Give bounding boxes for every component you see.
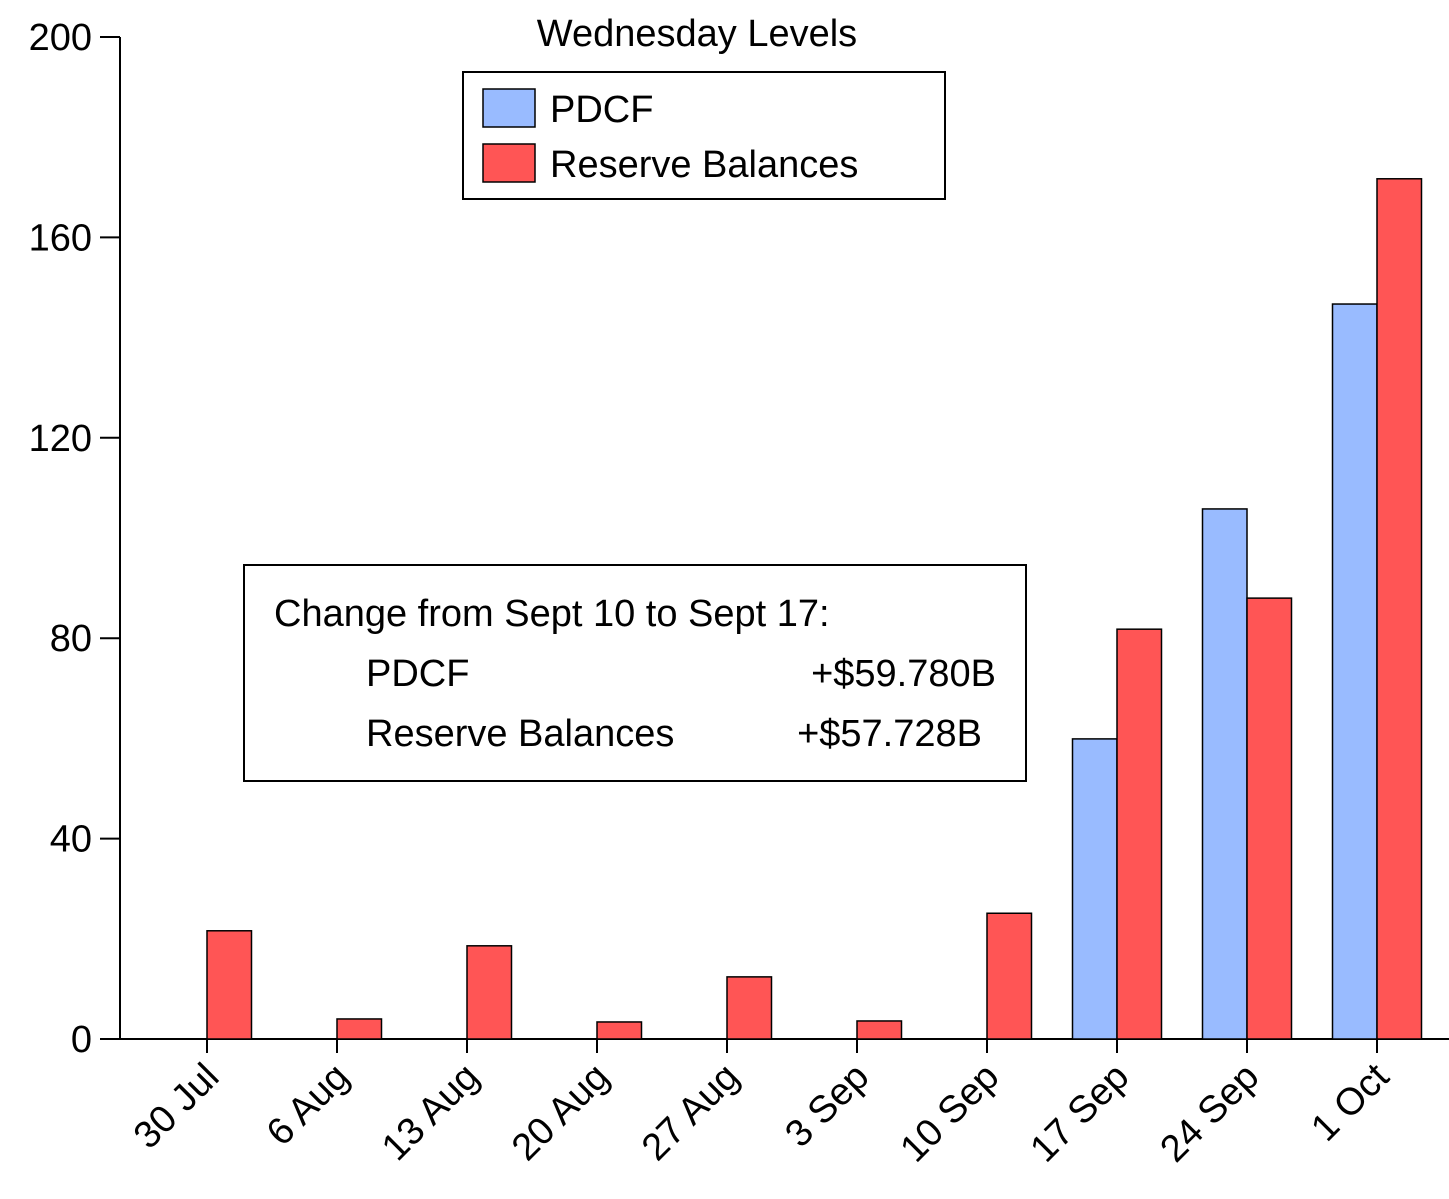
annotation-value: +$57.728B (797, 713, 982, 755)
x-tick-label: 27 Aug (634, 1056, 747, 1169)
x-tick-label: 1 Oct (1303, 1055, 1397, 1149)
y-tick-label: 40 (50, 819, 92, 861)
annotation-value: +$59.780B (811, 653, 996, 695)
y-tick-label: 80 (50, 618, 92, 660)
annotation-title: Change from Sept 10 to Sept 17: (274, 593, 830, 635)
bar (1201, 508, 1248, 1040)
bar (596, 1021, 643, 1040)
legend-swatch (482, 143, 536, 183)
bar (466, 945, 513, 1040)
bar (1071, 738, 1118, 1040)
bar (336, 1018, 383, 1040)
bar (986, 912, 1033, 1040)
bar (1246, 597, 1293, 1040)
annotation-box (243, 564, 1027, 782)
y-tick-label: 160 (29, 217, 92, 259)
bar (206, 930, 253, 1040)
x-tick-label: 24 Sep (1152, 1056, 1267, 1171)
annotation-label: Reserve Balances (366, 713, 674, 755)
chart-title: Wednesday Levels (537, 13, 857, 55)
legend-box (462, 71, 946, 200)
bar (726, 976, 773, 1040)
y-tick-label: 0 (71, 1019, 92, 1061)
x-tick-label: 10 Sep (892, 1056, 1007, 1171)
y-tick-label: 120 (29, 418, 92, 460)
x-tick-label: 3 Sep (777, 1056, 877, 1156)
bar (1376, 178, 1423, 1040)
x-tick-label: 30 Jul (126, 1056, 227, 1157)
annotation-label: PDCF (366, 653, 469, 695)
legend-swatch (482, 88, 536, 128)
x-tick-label: 6 Aug (259, 1056, 357, 1154)
legend-label: PDCF (550, 89, 653, 131)
bar (1116, 628, 1163, 1040)
x-tick-label: 20 Aug (504, 1056, 617, 1169)
legend-label: Reserve Balances (550, 144, 858, 186)
x-tick-label: 13 Aug (374, 1056, 487, 1169)
bar (856, 1020, 903, 1040)
bar (1331, 303, 1378, 1040)
y-tick-label: 200 (29, 17, 92, 59)
x-tick-label: 17 Sep (1022, 1056, 1137, 1171)
